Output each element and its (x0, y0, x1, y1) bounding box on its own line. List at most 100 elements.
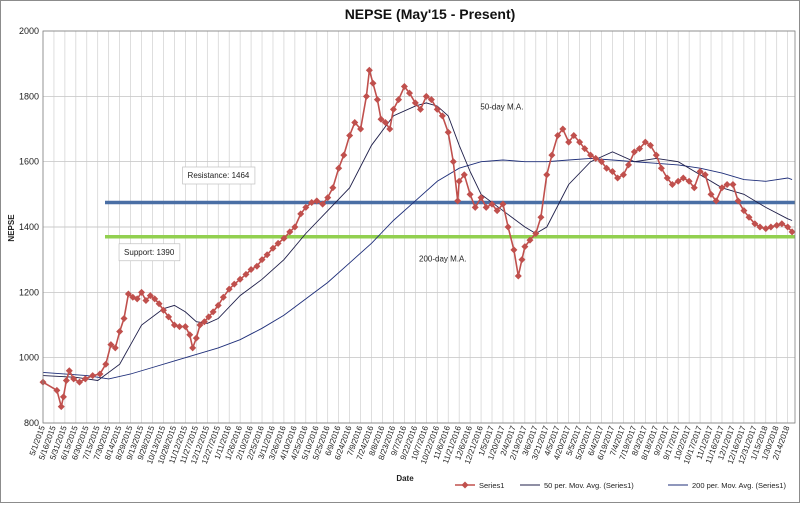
series1-point (587, 151, 595, 159)
series1-point (449, 158, 457, 166)
series1-point (214, 301, 222, 309)
series1-point (96, 370, 104, 378)
series1-point (499, 200, 507, 208)
series1-point (225, 285, 233, 293)
series1-point (488, 200, 496, 208)
series1-point (493, 207, 501, 215)
series1-point (395, 96, 403, 104)
series1-point (625, 161, 633, 169)
series1-point (537, 213, 545, 221)
y-tick-label: 1200 (19, 287, 39, 297)
series1-point (603, 164, 611, 172)
series1-point (76, 378, 84, 386)
legend-label: 200 per. Mov. Avg. (Series1) (692, 481, 786, 490)
annotation-label: Support: 1390 (124, 248, 175, 257)
legend-label: 50 per. Mov. Avg. (Series1) (544, 481, 634, 490)
series1-point (518, 256, 526, 264)
series1-point (186, 331, 194, 339)
legend-marker (461, 481, 469, 489)
series1-point (460, 171, 468, 179)
series1-point (707, 190, 715, 198)
series1-point (630, 148, 638, 156)
series1-point (526, 236, 534, 244)
series1-point (107, 341, 115, 349)
series1-point (504, 223, 512, 231)
series1-point (159, 306, 167, 314)
series1-point (674, 177, 682, 185)
series1-point (247, 265, 255, 273)
series1-point (286, 228, 294, 236)
series1-point (365, 66, 373, 74)
series1-point (302, 203, 310, 211)
series1-point (471, 203, 479, 211)
series1-point (236, 275, 244, 283)
series1-point (576, 138, 584, 146)
series1-point (258, 256, 266, 264)
series1-point (778, 220, 786, 228)
series1-point (521, 243, 529, 251)
series1-point (614, 174, 622, 182)
reference-lines (105, 200, 795, 239)
series1-point (510, 246, 518, 254)
series1-point (668, 181, 676, 189)
series1-point (189, 344, 197, 352)
series1-point (532, 230, 540, 238)
series1-point (263, 251, 271, 259)
series1-point (788, 228, 796, 236)
series1-point (740, 207, 748, 215)
series1-point (377, 115, 385, 123)
series1-point (269, 244, 277, 252)
series1-point (438, 112, 446, 120)
series1-point (543, 171, 551, 179)
series1-point (767, 223, 775, 231)
series1-point (335, 164, 343, 172)
series1-point (165, 313, 173, 321)
series1-point (192, 334, 200, 342)
series1-point (514, 272, 522, 280)
y-tick-label: 2000 (19, 26, 39, 36)
series1-point (142, 297, 150, 304)
series1-point (81, 375, 89, 383)
series1-point (745, 213, 753, 221)
series1-point (608, 167, 616, 175)
series1-point (565, 138, 573, 146)
series1-point (734, 197, 742, 205)
series-layer (39, 66, 796, 411)
y-tick-label: 1800 (19, 91, 39, 101)
plot-area-border (42, 30, 796, 424)
series1-point (411, 99, 419, 107)
series1-point (176, 323, 184, 331)
series1-point (657, 164, 665, 172)
annotation-layer: Resistance: 1464 Support: 1390 50-day M.A.… (118, 102, 523, 263)
annotation-box (118, 243, 181, 262)
series1-point (155, 300, 163, 308)
series1-point (205, 313, 213, 321)
series1-point (751, 220, 759, 228)
series1-point (548, 151, 556, 159)
series1-point (386, 125, 394, 133)
series1-point (120, 314, 128, 322)
y-tick-label: 1600 (19, 157, 39, 167)
y-tick-label: 1000 (19, 353, 39, 363)
series1-point (679, 174, 687, 182)
series1-point (389, 105, 397, 113)
y-axis-title: NEPSE (7, 214, 16, 242)
series1-point (373, 96, 381, 104)
series1-point (274, 239, 282, 247)
series1-point (253, 262, 261, 270)
series1-point (146, 292, 154, 300)
series1-point (784, 223, 792, 231)
series1-point (598, 158, 606, 166)
chart-title: NEPSE (May'15 - Present) (345, 6, 516, 22)
series1-point (570, 132, 578, 140)
series1-point (685, 177, 693, 185)
series1-point (554, 132, 562, 140)
series1-point (406, 89, 414, 97)
series1-point (62, 377, 70, 385)
series1-point (89, 372, 97, 380)
series1-point (242, 270, 250, 278)
series1-point (329, 184, 337, 192)
series1-point (362, 92, 370, 100)
